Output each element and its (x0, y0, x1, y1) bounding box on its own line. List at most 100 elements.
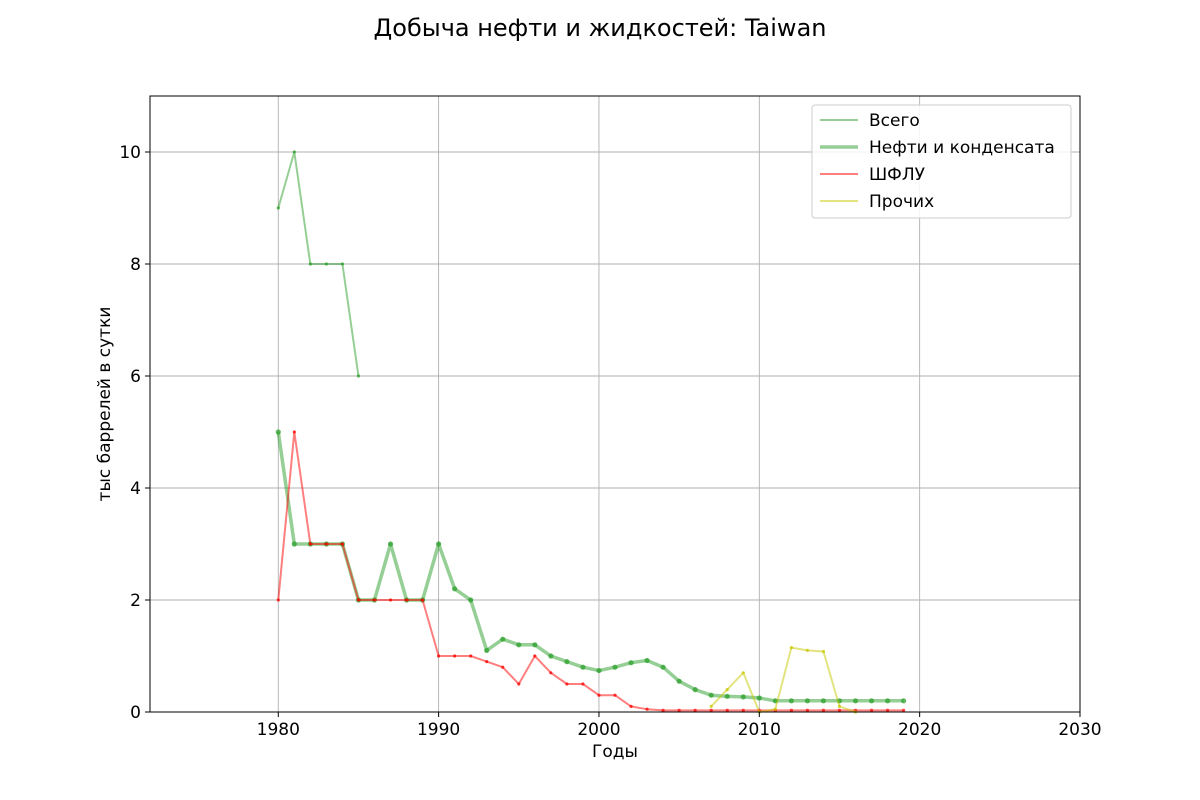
data-point (676, 678, 682, 684)
data-point (821, 649, 826, 654)
data-point (340, 542, 345, 546)
data-point (548, 653, 554, 659)
data-point (468, 597, 474, 603)
ticks: 1980 1990 2000 2010 2020 2030 0 2 4 6 8 10 (119, 143, 1101, 740)
data-point (533, 654, 537, 658)
x-tick-label: 2000 (577, 720, 620, 740)
data-point (564, 659, 570, 665)
x-tick-label: 2030 (1058, 720, 1101, 740)
data-point (372, 598, 377, 602)
data-point (469, 654, 473, 658)
series-4 (709, 646, 858, 714)
data-point (612, 664, 618, 670)
series-line (277, 431, 904, 712)
data-point (788, 698, 794, 704)
data-point (901, 698, 907, 704)
data-point (565, 682, 569, 686)
y-tick-label: 2 (130, 591, 141, 611)
data-point (725, 708, 729, 712)
legend-label: Прочих (869, 192, 934, 212)
data-point (308, 542, 312, 546)
data-point (387, 541, 394, 547)
series-3 (276, 430, 906, 712)
data-point (741, 671, 745, 675)
data-point (596, 667, 602, 674)
data-point (308, 262, 312, 266)
data-point (885, 708, 890, 712)
data-point (789, 646, 793, 650)
data-point (453, 654, 457, 658)
data-point (436, 541, 442, 547)
y-tick-label: 8 (130, 255, 141, 275)
legend-label: Нефти и конденсата (869, 138, 1055, 158)
data-point (884, 698, 891, 704)
data-point (724, 693, 730, 699)
data-point (741, 708, 745, 712)
data-point (805, 648, 810, 653)
data-point (613, 693, 617, 697)
data-point (740, 694, 746, 700)
data-point (837, 704, 842, 709)
plot-frame (149, 95, 1081, 713)
y-axis-label: тыс баррелей в сутки (95, 307, 115, 502)
legend-box (811, 104, 1072, 219)
data-point (692, 687, 698, 693)
data-point (437, 654, 441, 658)
data-point (837, 708, 842, 712)
x-tick-label: 1990 (417, 720, 460, 740)
series-line (276, 431, 904, 703)
data-point (852, 698, 859, 704)
data-point (789, 708, 793, 712)
legend: Всего Нефти и конденсата ШФЛУ Прочих (811, 104, 1072, 219)
legend-label: Всего (869, 111, 920, 131)
data-point (500, 636, 506, 642)
data-point (693, 708, 697, 712)
data-point (276, 206, 280, 210)
data-point (597, 693, 601, 697)
data-point (628, 660, 634, 666)
data-point (821, 708, 826, 712)
data-point (324, 542, 328, 546)
data-point (581, 682, 585, 686)
x-tick-label: 2010 (738, 720, 781, 740)
data-point (805, 708, 810, 712)
data-point (340, 262, 345, 266)
x-tick-label: 1980 (257, 720, 300, 740)
series-line (710, 646, 856, 713)
x-axis-label: Годы (592, 742, 638, 762)
data-point (517, 682, 521, 686)
data-point (645, 707, 649, 711)
data-point (756, 695, 762, 701)
data-point (820, 698, 827, 704)
x-tick-label: 2020 (898, 720, 941, 740)
data-point (660, 664, 666, 670)
data-point (501, 665, 505, 669)
series-1 (276, 150, 361, 378)
series-line (277, 151, 360, 377)
data-point (869, 708, 874, 712)
data-point (420, 598, 425, 602)
y-tick-label: 10 (119, 143, 141, 163)
data-point (661, 708, 665, 712)
data-point (902, 708, 906, 712)
data-point (709, 704, 713, 709)
data-point (725, 688, 729, 692)
y-tick-label: 6 (130, 367, 141, 387)
data-point (580, 664, 586, 670)
data-point (292, 430, 296, 434)
data-point (324, 262, 328, 266)
y-tick-label: 4 (130, 479, 141, 499)
data-point (708, 692, 714, 698)
data-point (868, 698, 875, 704)
data-point (804, 698, 811, 704)
data-point (516, 642, 522, 648)
data-point (452, 586, 458, 592)
data-point (292, 150, 296, 154)
data-point (356, 598, 361, 602)
y-tick-label: 0 (130, 703, 141, 723)
data-point (388, 598, 393, 602)
data-point (404, 598, 409, 602)
data-point (773, 707, 777, 711)
series-layer (275, 150, 907, 714)
data-point (276, 598, 280, 602)
